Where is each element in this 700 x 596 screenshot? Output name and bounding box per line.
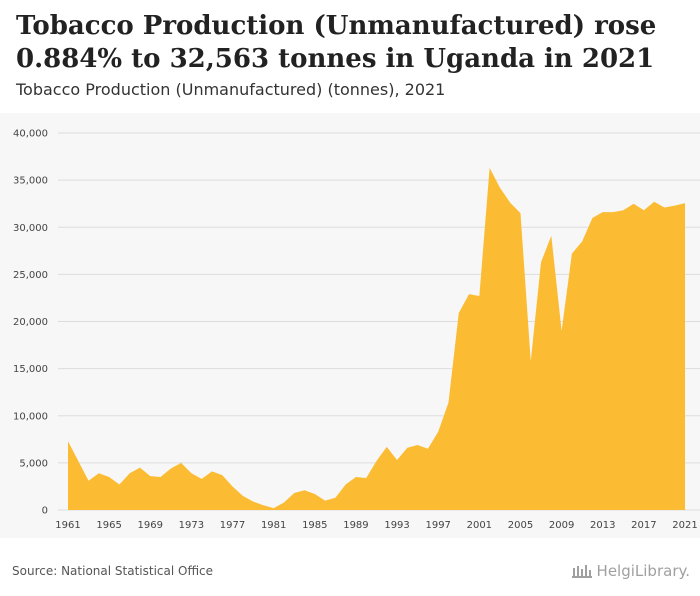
data-point — [333, 495, 338, 500]
data-point — [641, 208, 646, 213]
data-point — [323, 498, 328, 503]
data-point — [209, 469, 214, 474]
data-point — [312, 491, 317, 496]
x-tick-label: 1997 — [425, 520, 450, 531]
data-point — [179, 460, 184, 465]
data-point — [107, 475, 112, 480]
data-point — [96, 471, 101, 476]
data-point — [220, 473, 225, 478]
brand-logo[interactable]: HelgiLibrary. — [571, 562, 690, 580]
x-tick-label: 1965 — [96, 520, 121, 531]
data-point — [683, 201, 688, 206]
data-point — [518, 211, 523, 216]
data-point — [446, 400, 451, 405]
data-point — [580, 239, 585, 244]
x-tick-label: 1969 — [138, 520, 163, 531]
data-point — [281, 500, 286, 505]
y-tick-label: 35,000 — [13, 176, 48, 187]
data-point — [158, 475, 163, 480]
x-tick-label: 1973 — [179, 520, 204, 531]
data-point — [611, 210, 616, 215]
data-point — [251, 499, 256, 504]
data-point — [261, 503, 266, 508]
x-tick-label: 1989 — [343, 520, 368, 531]
area-series — [68, 167, 685, 510]
y-tick-label: 15,000 — [13, 364, 48, 375]
series-area — [66, 165, 688, 511]
data-point — [559, 328, 564, 333]
data-point — [292, 491, 297, 496]
data-point — [477, 294, 482, 299]
data-point — [343, 482, 348, 487]
y-axis-labels: 0 5,000 10,000 15,000 20,000 25,000 30,000 35,0… — [13, 129, 48, 517]
data-point — [569, 251, 574, 256]
x-tick-label: 2009 — [549, 520, 574, 531]
data-point — [467, 292, 472, 297]
data-point — [662, 205, 667, 210]
data-point — [271, 506, 276, 511]
data-point — [672, 203, 677, 208]
data-point — [539, 260, 544, 265]
x-axis-labels: 1961 1965 1969 1973 1977 1981 1985 1989 1993 1997… — [55, 520, 697, 531]
data-point — [487, 165, 492, 170]
library-icon — [571, 565, 592, 578]
data-point — [230, 484, 235, 489]
data-point — [364, 475, 369, 480]
brand-name: HelgiLibrary. — [596, 562, 690, 580]
y-tick-label: 0 — [42, 506, 48, 517]
y-tick-label: 20,000 — [13, 317, 48, 328]
data-point — [189, 471, 194, 476]
data-point — [374, 458, 379, 463]
data-point — [148, 474, 153, 479]
data-point — [436, 429, 441, 434]
chart-headline: Tobacco Production (Unmanufactured) rose… — [16, 11, 657, 74]
data-point — [302, 488, 307, 493]
data-point — [415, 442, 420, 447]
data-point — [127, 471, 132, 476]
x-tick-label: 2021 — [672, 520, 697, 531]
x-tick-label: 2013 — [590, 520, 615, 531]
data-point — [405, 445, 410, 450]
data-point — [528, 359, 533, 364]
data-point — [199, 476, 204, 481]
data-point — [631, 201, 636, 206]
data-point — [353, 475, 358, 480]
area-chart: 0 5,000 10,000 15,000 20,000 25,000 30,000 35,0… — [13, 129, 700, 531]
data-point — [590, 215, 595, 220]
source-note: Source: National Statistical Office — [12, 564, 214, 578]
x-tick-label: 2005 — [508, 520, 533, 531]
data-point — [621, 208, 626, 213]
data-point — [137, 465, 142, 470]
data-point — [168, 466, 173, 471]
x-tick-label: 1993 — [384, 520, 409, 531]
data-point — [425, 446, 430, 451]
y-tick-label: 25,000 — [13, 270, 48, 281]
data-point — [652, 199, 657, 204]
chart-subtitle: Tobacco Production (Unmanufactured) (ton… — [16, 80, 446, 99]
data-point — [549, 233, 554, 238]
y-tick-label: 10,000 — [13, 411, 48, 422]
data-point — [384, 444, 389, 449]
y-tick-label: 40,000 — [13, 129, 48, 140]
x-tick-label: 1985 — [302, 520, 327, 531]
data-point — [395, 458, 400, 463]
data-point — [117, 482, 122, 487]
data-point — [508, 200, 513, 205]
data-point — [600, 210, 605, 215]
x-tick-label: 1961 — [55, 520, 80, 531]
data-point — [497, 185, 502, 190]
data-point — [66, 439, 71, 444]
y-tick-label: 5,000 — [19, 458, 48, 469]
x-tick-label: 2017 — [631, 520, 656, 531]
y-tick-label: 30,000 — [13, 223, 48, 234]
data-point — [456, 311, 461, 316]
data-point — [76, 458, 81, 463]
x-tick-label: 2001 — [467, 520, 492, 531]
data-point — [86, 478, 91, 483]
x-tick-label: 1981 — [261, 520, 286, 531]
x-tick-label: 1977 — [220, 520, 245, 531]
data-point — [240, 493, 245, 498]
